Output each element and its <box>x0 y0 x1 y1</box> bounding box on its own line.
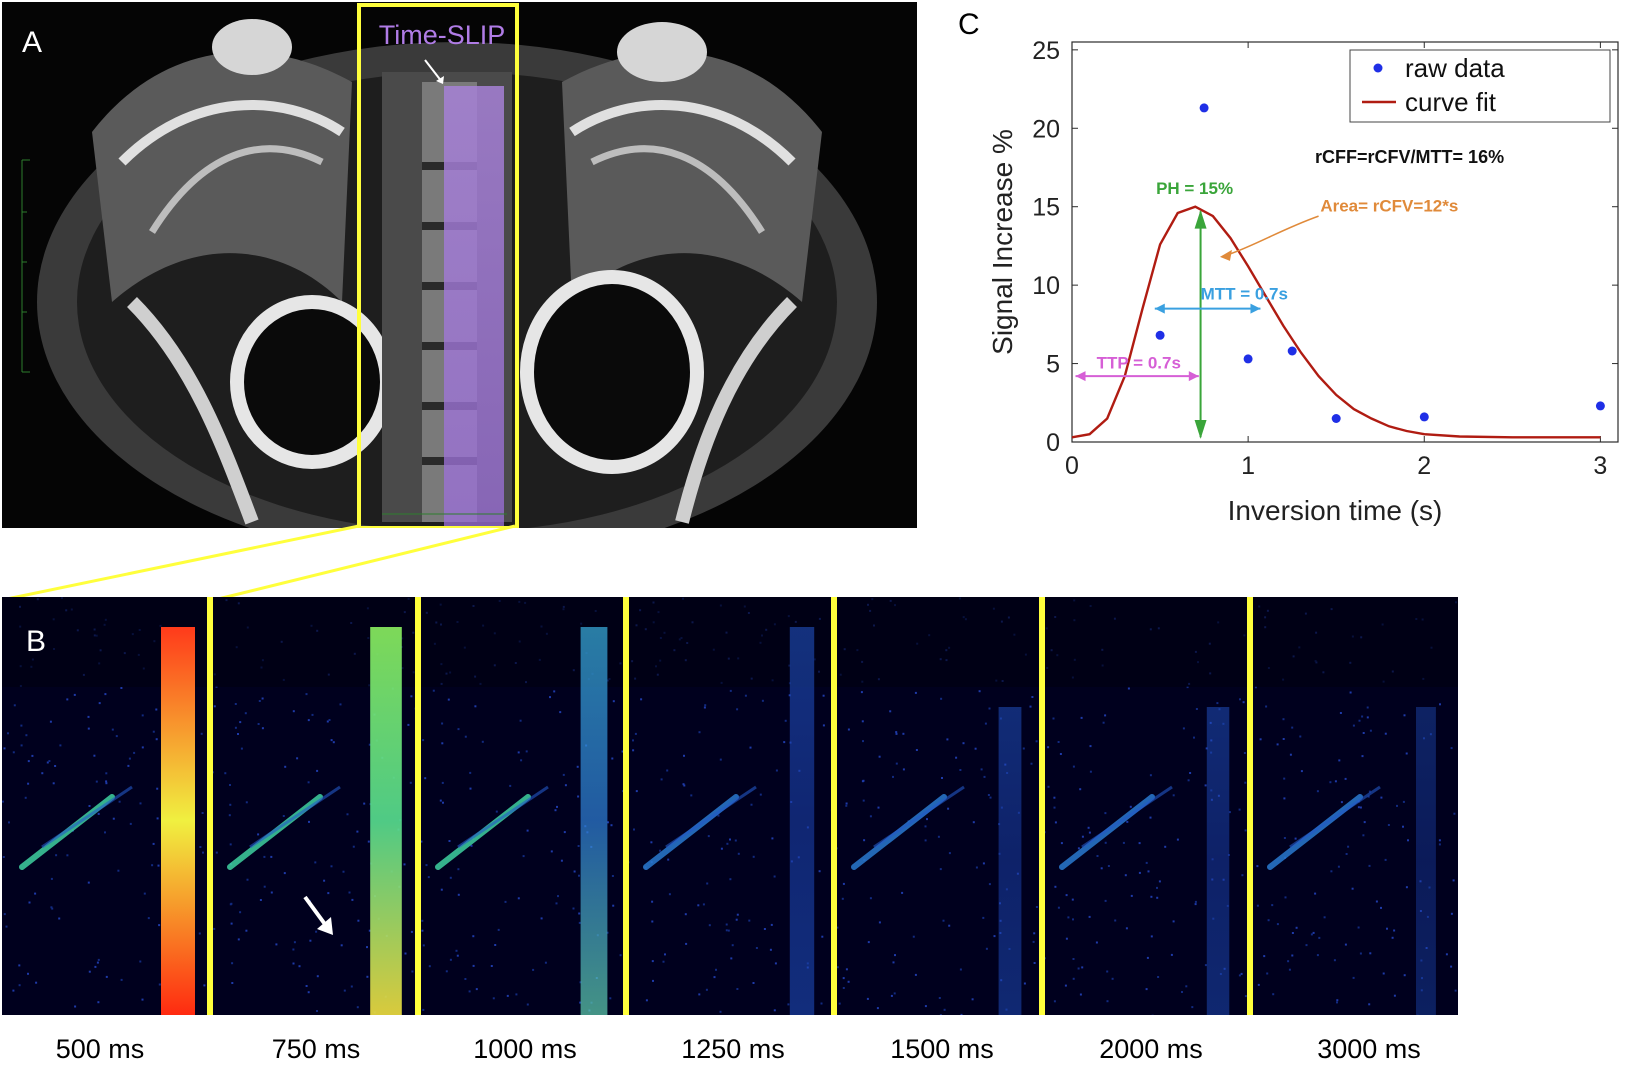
y-tick-label: 10 <box>1032 272 1060 300</box>
panel-a-letter: A <box>22 26 43 59</box>
time-slip-tag-band <box>444 86 504 526</box>
ttp-label: TTP = 0.7s <box>1097 353 1181 372</box>
frame-1 <box>2 597 211 1015</box>
x-tick-label: 0 <box>1065 452 1079 480</box>
legend-curve-fit: curve fit <box>1405 87 1497 117</box>
tag-arrow-icon <box>424 59 443 83</box>
legend-box <box>1349 49 1611 123</box>
legend-dot-icon <box>1373 63 1383 73</box>
y-tick-label: 25 <box>1032 37 1060 65</box>
frame-3 <box>418 597 626 1015</box>
frame-7 <box>1250 597 1458 1015</box>
frame-label-1250: 1250 ms <box>681 1034 785 1064</box>
frame-5 <box>834 597 1044 1015</box>
frame-6 <box>1042 597 1250 1015</box>
area-callout <box>1230 215 1319 255</box>
raw-data-point <box>1419 412 1429 422</box>
legend-raw-data: raw data <box>1405 53 1505 83</box>
frame-label-1500: 1500 ms <box>890 1034 994 1064</box>
y-tick-label: 5 <box>1046 351 1060 379</box>
y-tick-label: 15 <box>1032 194 1060 222</box>
mri-coronal-image: Time-SLIP <box>2 2 917 528</box>
panel-c-letter: C <box>958 8 980 41</box>
mtt-label: MTT = 0.7s <box>1201 284 1288 303</box>
x-tick-label: 3 <box>1593 452 1607 480</box>
time-slip-frame-strip <box>2 597 1458 1015</box>
raw-data-point <box>1243 354 1253 364</box>
scanner-ruler <box>21 159 507 515</box>
vessel-arrow-icon <box>303 895 333 935</box>
frame-label-500: 500 ms <box>55 1034 145 1064</box>
raw-data-point <box>1287 346 1297 356</box>
y-tick-label: 20 <box>1032 115 1060 143</box>
time-slip-label: Time-SLIP <box>379 20 506 50</box>
signal-curve-chart: 0 1 2 3 0 5 10 15 20 25 Inversion time (s) Signal I… <box>987 37 1619 526</box>
ph-label: PH = 15% <box>1156 179 1233 198</box>
x-axis-label: Inversion time (s) <box>1228 495 1443 526</box>
area-label: Area= rCFV=12*s <box>1320 196 1458 215</box>
raw-data-point <box>1155 330 1165 340</box>
y-tick-label: 0 <box>1046 429 1060 457</box>
curve-fit-line <box>1071 205 1601 439</box>
frame-label-750: 750 ms <box>271 1034 361 1064</box>
x-tick-label: 2 <box>1417 452 1431 480</box>
raw-data-point <box>1595 401 1605 411</box>
y-axis-label: Signal Increase % <box>987 129 1018 355</box>
zoom-connector <box>1 524 516 602</box>
rcff-label: rCFF=rCFV/MTT= 16% <box>1315 147 1504 167</box>
raw-data-point <box>1331 414 1341 423</box>
raw-data-point <box>1199 103 1209 113</box>
frame-4 <box>626 597 836 1015</box>
selection-box <box>357 3 519 528</box>
frame-2 <box>210 597 420 1015</box>
frame-label-2000: 2000 ms <box>1099 1034 1203 1064</box>
panel-b-letter: B <box>26 625 47 658</box>
x-tick-label: 1 <box>1241 452 1255 480</box>
frame-label-3000: 3000 ms <box>1317 1034 1421 1064</box>
frame-label-1000: 1000 ms <box>473 1034 577 1064</box>
